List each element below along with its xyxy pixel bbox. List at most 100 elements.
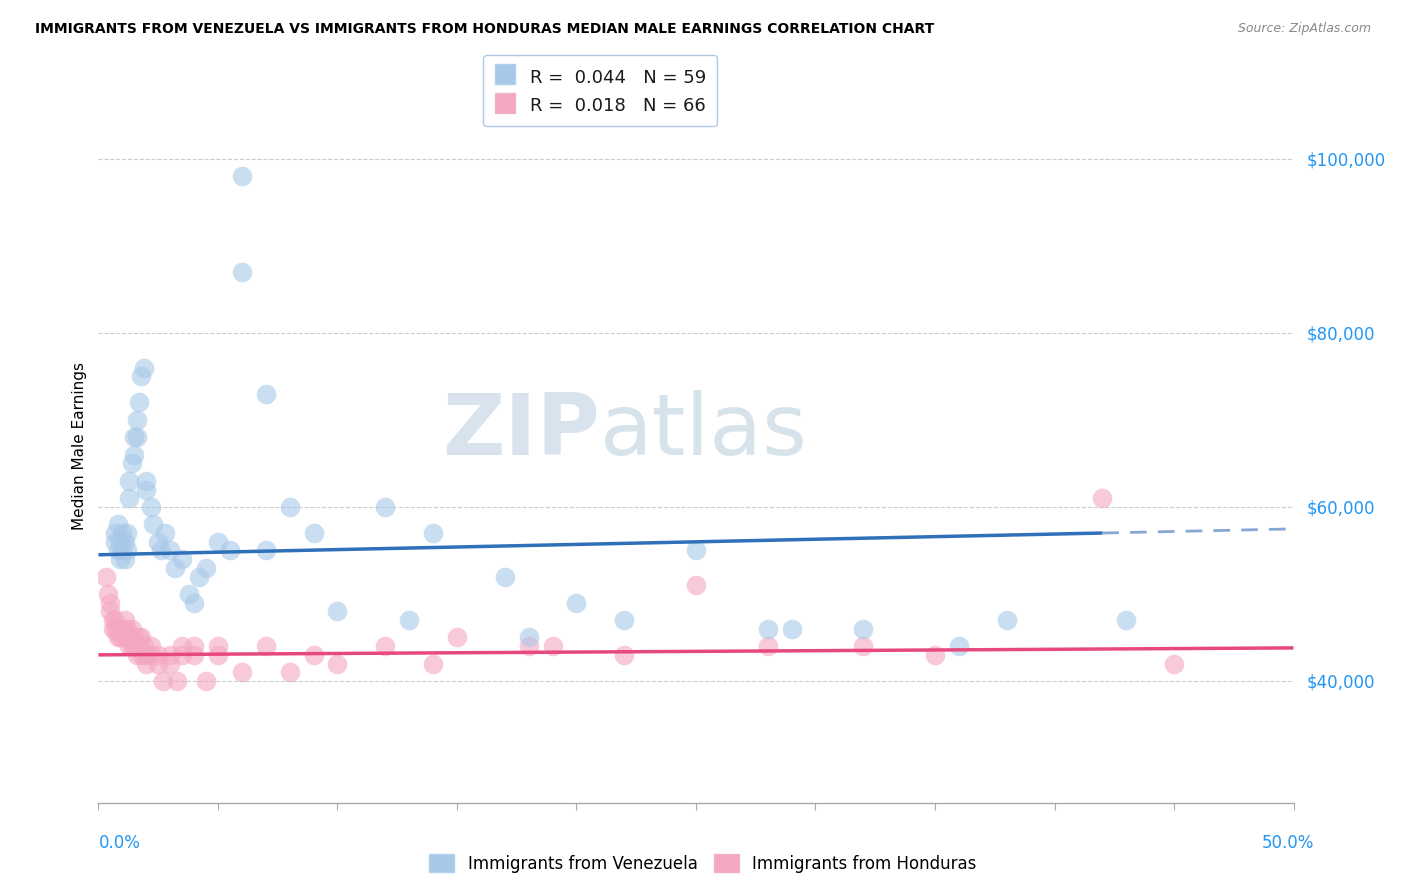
Point xyxy=(128,639,150,653)
Point xyxy=(124,639,146,653)
Point xyxy=(132,639,155,653)
Point xyxy=(302,648,325,662)
Point xyxy=(1115,613,1137,627)
Point xyxy=(183,648,205,662)
Point xyxy=(183,639,205,653)
Point xyxy=(613,613,636,627)
Point xyxy=(924,648,946,662)
Text: ZIP: ZIP xyxy=(443,390,600,474)
Point xyxy=(254,386,277,401)
Point xyxy=(118,474,141,488)
Point xyxy=(115,631,138,645)
Point xyxy=(128,631,150,645)
Point xyxy=(948,639,970,653)
Point xyxy=(685,578,707,592)
Point xyxy=(111,631,134,645)
Point xyxy=(128,395,150,409)
Point xyxy=(326,657,349,671)
Point xyxy=(101,622,124,636)
Point xyxy=(121,622,143,636)
Point xyxy=(108,534,131,549)
Point xyxy=(118,491,141,506)
Point xyxy=(132,648,155,662)
Point xyxy=(121,639,143,653)
Point xyxy=(541,639,564,653)
Point xyxy=(195,673,218,688)
Point xyxy=(207,639,229,653)
Point xyxy=(131,631,153,645)
Point xyxy=(108,552,131,566)
Point xyxy=(114,622,136,636)
Point xyxy=(135,483,157,497)
Point xyxy=(852,622,875,636)
Point xyxy=(111,543,134,558)
Point xyxy=(114,534,136,549)
Point xyxy=(108,631,131,645)
Point xyxy=(115,543,138,558)
Point xyxy=(139,648,162,662)
Point xyxy=(148,534,170,549)
Point xyxy=(207,534,229,549)
Point xyxy=(155,526,177,541)
Point xyxy=(107,517,129,532)
Point xyxy=(756,639,779,653)
Point xyxy=(135,657,157,671)
Point xyxy=(118,631,141,645)
Point xyxy=(231,169,253,184)
Point xyxy=(172,648,194,662)
Point xyxy=(159,543,181,558)
Point xyxy=(172,639,194,653)
Point xyxy=(152,673,174,688)
Point xyxy=(104,613,127,627)
Point xyxy=(278,665,301,680)
Point xyxy=(104,534,127,549)
Point xyxy=(148,648,170,662)
Point xyxy=(780,622,803,636)
Point xyxy=(254,639,277,653)
Point xyxy=(422,526,444,541)
Point xyxy=(422,657,444,671)
Point xyxy=(114,552,136,566)
Point xyxy=(111,622,134,636)
Point xyxy=(114,613,136,627)
Point xyxy=(756,622,779,636)
Point xyxy=(98,604,122,618)
Point xyxy=(613,648,636,662)
Point xyxy=(97,587,120,601)
Point xyxy=(139,639,162,653)
Point xyxy=(125,648,148,662)
Point xyxy=(124,430,146,444)
Point xyxy=(187,569,209,583)
Point xyxy=(852,639,875,653)
Point xyxy=(326,604,349,618)
Point xyxy=(374,500,396,514)
Point xyxy=(107,622,129,636)
Point xyxy=(231,665,253,680)
Point xyxy=(98,596,122,610)
Point xyxy=(101,613,124,627)
Point xyxy=(118,639,141,653)
Legend: Immigrants from Venezuela, Immigrants from Honduras: Immigrants from Venezuela, Immigrants fr… xyxy=(423,847,983,880)
Point xyxy=(142,517,165,532)
Point xyxy=(124,448,146,462)
Point xyxy=(132,360,155,375)
Point xyxy=(131,369,153,384)
Point xyxy=(1163,657,1185,671)
Text: 50.0%: 50.0% xyxy=(1263,834,1315,852)
Point xyxy=(565,596,588,610)
Point xyxy=(1091,491,1114,506)
Legend: R =  0.044   N = 59, R =  0.018   N = 66: R = 0.044 N = 59, R = 0.018 N = 66 xyxy=(484,55,717,126)
Point xyxy=(159,657,181,671)
Point xyxy=(231,265,253,279)
Point xyxy=(125,639,148,653)
Point xyxy=(121,457,143,471)
Point xyxy=(374,639,396,653)
Point xyxy=(219,543,242,558)
Point xyxy=(148,657,170,671)
Point xyxy=(104,526,127,541)
Point xyxy=(107,543,129,558)
Point xyxy=(278,500,301,514)
Point xyxy=(135,648,157,662)
Point xyxy=(104,622,127,636)
Point xyxy=(135,474,157,488)
